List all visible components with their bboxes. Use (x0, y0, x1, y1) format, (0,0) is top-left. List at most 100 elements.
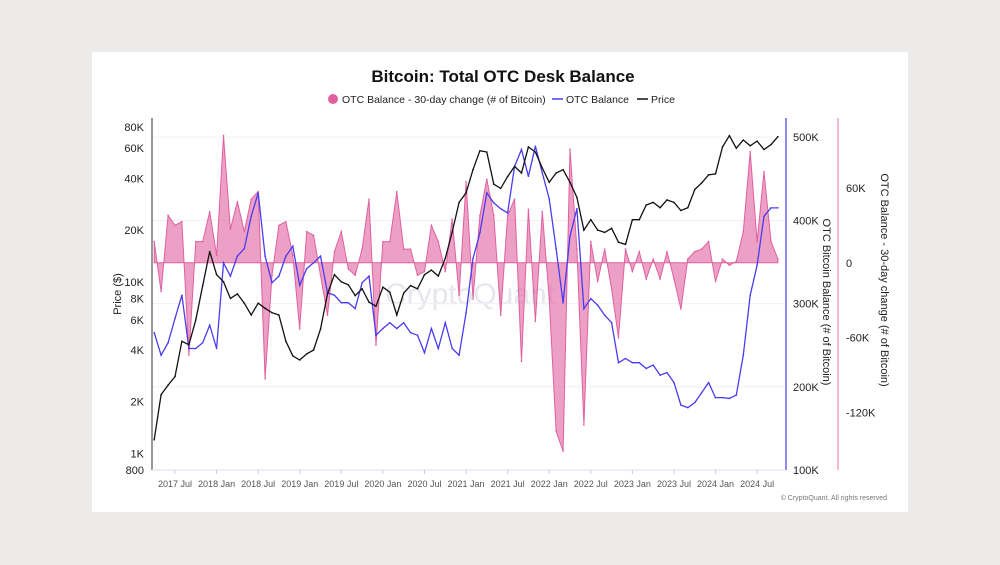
price-point (340, 280, 343, 283)
change-point (479, 214, 481, 217)
change-point (312, 234, 315, 237)
balance-point (340, 301, 343, 304)
price-point (409, 284, 412, 287)
balance-point (728, 397, 731, 400)
x-tick-label: 2023 Jan (614, 479, 651, 489)
balance-point (659, 374, 661, 376)
change-point (333, 250, 336, 253)
y-left-tick-label: 6K (131, 315, 145, 327)
change-point (735, 260, 738, 263)
price-point (693, 188, 696, 191)
change-point (728, 264, 731, 267)
price-point (416, 287, 419, 290)
change-point (430, 224, 433, 227)
price-point (506, 175, 509, 178)
balance-point (389, 321, 391, 324)
legend-item-change[interactable]: OTC Balance - 30-day change (# of Bitcoi… (328, 94, 546, 106)
change-point (416, 274, 419, 277)
balance-point (208, 324, 211, 327)
balance-point (666, 371, 668, 374)
balance-point (278, 275, 280, 277)
balance-point (222, 261, 225, 264)
price-point (520, 172, 523, 174)
price-point (174, 375, 176, 378)
price-point (742, 139, 745, 141)
price-point (770, 143, 772, 146)
y-right1-axis-label: OTC Bitcoin Balance (# of Bitcoin) (820, 219, 832, 386)
y-right2-tick-label: -120K (846, 408, 876, 420)
price-point (319, 328, 322, 330)
balance-point (569, 235, 571, 237)
price-point (735, 147, 738, 150)
price-point (680, 209, 682, 212)
x-tick-label: 2020 Jul (407, 479, 441, 489)
balance-point (181, 294, 183, 297)
price-point (700, 182, 703, 184)
balance-point (707, 381, 710, 384)
balance-point (368, 275, 370, 277)
price-point (167, 384, 169, 386)
balance-point (319, 255, 322, 257)
change-point (527, 208, 530, 210)
legend-item-price[interactable]: Price (637, 94, 675, 106)
price-point (236, 293, 239, 295)
legend-item-balance[interactable]: OTC Balance (552, 94, 629, 106)
price-point (756, 140, 758, 142)
balance-point (562, 301, 564, 304)
change-point (569, 148, 571, 151)
price-point (382, 286, 384, 288)
legend-circle-icon (328, 94, 338, 104)
change-point (562, 450, 564, 453)
change-point (368, 198, 370, 200)
price-point (534, 151, 537, 153)
price-point (451, 231, 454, 233)
price-point (763, 148, 765, 151)
y-right2-tick-label: 0 (846, 258, 852, 270)
balance-point (298, 284, 301, 287)
balance-point (527, 175, 530, 178)
price-point (673, 201, 675, 204)
price-point (645, 204, 648, 206)
price-point (243, 302, 246, 304)
change-point (631, 270, 634, 273)
balance-point (617, 361, 620, 364)
change-point (617, 336, 620, 339)
balance-point (638, 361, 641, 364)
balance-point (153, 331, 156, 334)
x-tick-label: 2019 Jul (324, 479, 358, 489)
change-point (236, 200, 239, 203)
x-tick-label: 2022 Jul (574, 479, 608, 489)
price-point (659, 206, 661, 209)
balance-point (534, 145, 537, 148)
change-point (389, 240, 391, 243)
balance-point (603, 314, 606, 317)
y-right1-tick-label: 200K (793, 382, 819, 394)
price-point (368, 301, 370, 304)
change-point (208, 210, 211, 213)
change-point (714, 280, 717, 283)
price-point (555, 172, 557, 174)
balance-point (673, 381, 675, 384)
price-point (292, 355, 294, 357)
price-point (264, 307, 266, 310)
change-point (652, 258, 654, 260)
price-point (181, 340, 183, 343)
change-point (423, 270, 426, 273)
price-point (721, 146, 724, 148)
change-point (451, 218, 454, 220)
balance-point (243, 247, 246, 250)
change-point (305, 230, 308, 233)
change-point (513, 198, 516, 200)
balance-point (583, 307, 585, 310)
change-point (680, 308, 682, 310)
y-right1-tick-label: 300K (793, 299, 819, 311)
change-point (486, 178, 488, 180)
balance-point (465, 311, 467, 314)
balance-point (347, 301, 350, 304)
balance-point (402, 321, 405, 324)
balance-point (423, 351, 426, 354)
price-point (430, 269, 433, 271)
balance-point (375, 334, 377, 336)
change-point (229, 228, 232, 230)
price-point (354, 294, 356, 297)
